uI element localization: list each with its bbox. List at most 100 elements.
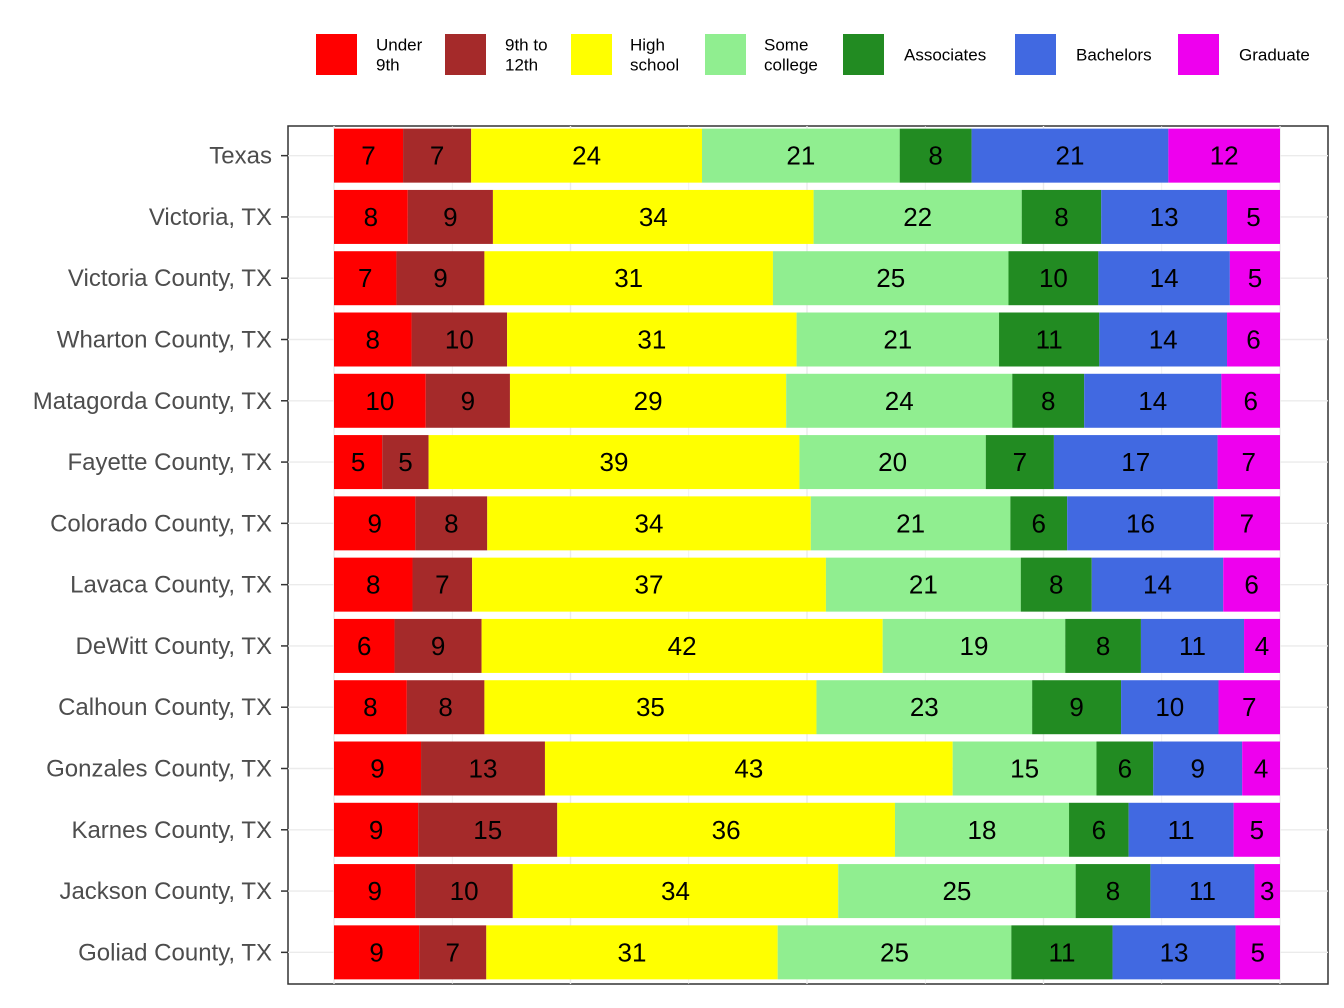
data-label: 31 xyxy=(637,325,666,355)
data-label: 9 xyxy=(461,386,475,416)
data-label: 15 xyxy=(1010,754,1039,784)
bar-segment-under-9th xyxy=(334,128,404,183)
y-tick-label: Lavaca County, TX xyxy=(70,572,272,599)
bar-segment-under-9th xyxy=(334,251,397,306)
bar-segment-bachelors xyxy=(1053,435,1218,490)
bar-segment-high-school xyxy=(486,925,778,980)
data-label: 20 xyxy=(878,447,907,477)
data-label: 10 xyxy=(1039,263,1068,293)
data-label: 8 xyxy=(1041,386,1055,416)
data-label: 6 xyxy=(1118,754,1132,784)
data-label: 9 xyxy=(367,508,381,538)
data-label: 11 xyxy=(1168,815,1195,845)
legend-key xyxy=(571,34,612,75)
data-label: 8 xyxy=(1054,202,1068,232)
data-label: 5 xyxy=(1251,937,1265,967)
legend-key xyxy=(445,34,486,75)
bar-segment-graduate xyxy=(1168,128,1280,183)
data-label: 9 xyxy=(433,263,447,293)
y-tick-label: Victoria, TX xyxy=(149,204,272,231)
bar-segment-high-school xyxy=(544,741,953,796)
bar-segment-some-college xyxy=(810,496,1011,551)
data-label: 4 xyxy=(1255,631,1269,661)
legend-item-bachelors: Bachelors xyxy=(1015,34,1152,75)
data-label: 21 xyxy=(909,570,938,600)
bar-segment-high-school xyxy=(484,251,773,306)
y-tick-label: Wharton County, TX xyxy=(57,327,272,354)
bar-segment-high-school xyxy=(509,373,787,428)
bar-row-victoria-tx: 8 9 34 22 8 13 5 xyxy=(334,189,1280,244)
data-label: 5 xyxy=(1246,202,1260,232)
bar-segment-high-school xyxy=(487,496,811,551)
data-label: 9 xyxy=(1069,692,1083,722)
data-label: 7 xyxy=(358,263,372,293)
bar-segment-graduate xyxy=(1217,435,1280,490)
legend-label: 9th xyxy=(376,56,400,75)
bar-segment-under-9th xyxy=(334,741,422,796)
bar-segment-associates xyxy=(1069,802,1129,857)
bar-segment-9th-to-12th xyxy=(411,312,508,367)
bar-segment-high-school xyxy=(471,128,702,183)
bar-segment-associates xyxy=(1011,925,1113,980)
legend-item-associates: Associates xyxy=(843,34,986,75)
data-label: 21 xyxy=(883,325,912,355)
data-label: 8 xyxy=(928,141,942,171)
data-label: 9 xyxy=(369,815,383,845)
bar-row-victoria-county-tx: 7 9 31 25 10 14 5 xyxy=(334,251,1280,306)
bar-segment-under-9th xyxy=(334,864,416,919)
bar-row-karnes-county-tx: 9 15 36 18 6 11 5 xyxy=(334,802,1280,857)
bar-row-gonzales-county-tx: 9 13 43 15 6 9 4 xyxy=(334,741,1280,796)
bar-row-jackson-county-tx: 9 10 34 25 8 11 3 xyxy=(334,864,1280,919)
data-label: 13 xyxy=(1150,202,1179,232)
data-label: 6 xyxy=(357,631,371,661)
legend-key xyxy=(1178,34,1219,75)
legend-label: school xyxy=(630,56,679,75)
bar-segment-under-9th xyxy=(334,189,408,244)
data-label: 12 xyxy=(1210,141,1239,171)
legend-label: college xyxy=(764,56,818,75)
bar-segment-9th-to-12th xyxy=(394,618,482,673)
bar-segment-9th-to-12th xyxy=(396,251,485,306)
bar-segment-associates xyxy=(1012,373,1085,428)
data-label: 8 xyxy=(438,692,452,722)
legend-label: Bachelors xyxy=(1076,46,1152,65)
y-tick-label: Jackson County, TX xyxy=(59,878,272,905)
data-label: 17 xyxy=(1121,447,1150,477)
bar-segment-graduate xyxy=(1254,864,1280,919)
data-label: 8 xyxy=(1106,876,1120,906)
bar-segment-bachelors xyxy=(1112,925,1236,980)
bar-segment-9th-to-12th xyxy=(415,864,513,919)
y-tick-label: Colorado County, TX xyxy=(50,510,272,537)
legend-label: Associates xyxy=(904,46,986,65)
bar-segment-under-9th xyxy=(334,618,395,673)
bar-segment-graduate xyxy=(1218,680,1280,735)
bar-segment-under-9th xyxy=(334,680,407,735)
legend-key xyxy=(1015,34,1056,75)
bar-row-calhoun-county-tx: 8 8 35 23 9 10 7 xyxy=(334,680,1280,735)
data-label: 8 xyxy=(1096,631,1110,661)
data-label: 23 xyxy=(910,692,939,722)
legend-item-graduate: Graduate xyxy=(1178,34,1310,75)
bar-segment-graduate xyxy=(1242,741,1280,796)
legend-label: 9th to xyxy=(505,36,548,55)
bar-segment-9th-to-12th xyxy=(418,802,558,857)
bar-segment-associates xyxy=(1032,680,1122,735)
bar-segment-some-college xyxy=(825,557,1021,612)
bar-row-fayette-county-tx: 5 5 39 20 7 17 7 xyxy=(334,435,1280,490)
data-label: 8 xyxy=(1049,570,1063,600)
data-label: 36 xyxy=(712,815,741,845)
data-label: 25 xyxy=(942,876,971,906)
data-label: 10 xyxy=(1155,692,1184,722)
data-label: 4 xyxy=(1254,754,1268,784)
bar-segment-associates xyxy=(999,312,1100,367)
data-label: 7 xyxy=(1242,447,1256,477)
bar-segment-associates xyxy=(985,435,1054,490)
data-label: 5 xyxy=(1248,263,1262,293)
data-label: 7 xyxy=(361,141,375,171)
bar-segment-high-school xyxy=(507,312,797,367)
bar-segment-graduate xyxy=(1233,802,1280,857)
data-label: 10 xyxy=(450,876,479,906)
y-tick-label: DeWitt County, TX xyxy=(76,633,273,660)
